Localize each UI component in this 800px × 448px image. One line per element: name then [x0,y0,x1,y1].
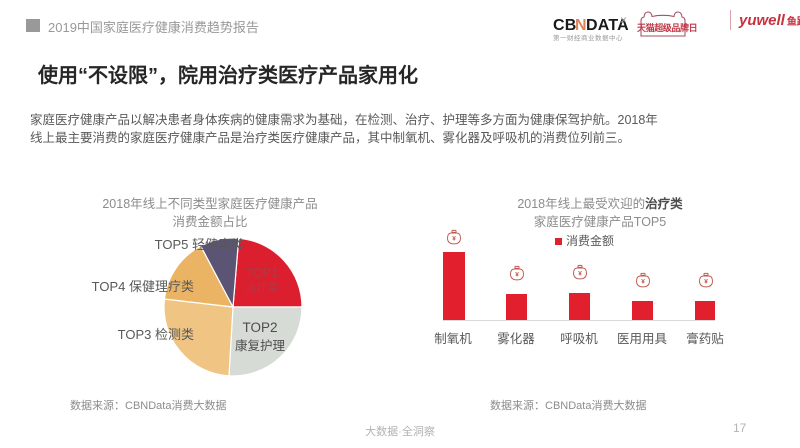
svg-text:¥: ¥ [704,279,708,286]
svg-text:¥: ¥ [641,279,645,286]
svg-text:¥: ¥ [515,272,519,279]
svg-text:¥: ¥ [452,236,456,243]
svg-text:¥: ¥ [578,271,582,278]
